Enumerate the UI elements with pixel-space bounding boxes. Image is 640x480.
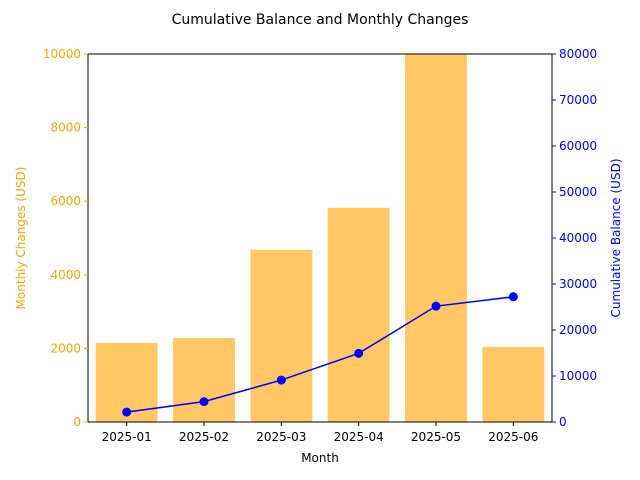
- y-right-tick-label-50000: 50000: [559, 185, 597, 199]
- axes-group: 2025-01 2025-02 2025-03 2025-04 2025-05 2025-…: [43, 47, 597, 444]
- bar-2025-05: [405, 54, 467, 422]
- line-point-2025-03: [276, 375, 286, 385]
- x-tick-label-2025-01: 2025-01: [102, 430, 152, 444]
- line-group: [122, 292, 518, 417]
- bar-2025-04: [327, 207, 390, 422]
- y-left-tick-label-2000: 2000: [50, 341, 81, 355]
- x-tick-label-2025-05: 2025-05: [411, 430, 461, 444]
- x-tick-label-2025-03: 2025-03: [256, 430, 306, 444]
- line-point-2025-01: [122, 407, 132, 417]
- y-left-tick-label-8000: 8000: [50, 121, 81, 135]
- cumulative-line: [126, 296, 514, 413]
- y-right-tick-label-30000: 30000: [559, 277, 597, 291]
- y-right-tick-label-70000: 70000: [559, 93, 597, 107]
- x-tick-label-2025-02: 2025-02: [179, 430, 229, 444]
- bar-2025-03: [250, 249, 313, 422]
- y-left-tick-label-0: 0: [73, 415, 81, 429]
- y-axis-left-label: Monthly Changes (USD): [14, 167, 28, 310]
- y-right-tick-label-10000: 10000: [559, 369, 597, 383]
- x-axis-label: Month: [301, 451, 339, 465]
- y-right-tick-label-0: 0: [559, 415, 567, 429]
- line-point-2025-05: [431, 301, 441, 311]
- y-left-tick-label-10000: 10000: [43, 47, 81, 61]
- line-point-2025-02: [199, 397, 209, 407]
- x-tick-label-2025-04: 2025-04: [334, 430, 384, 444]
- y-right-tick-label-60000: 60000: [559, 139, 597, 153]
- y-right-tick-label-80000: 80000: [559, 47, 597, 61]
- y-left-tick-label-6000: 6000: [50, 194, 81, 208]
- x-tick-label-2025-06: 2025-06: [488, 430, 538, 444]
- bar-2025-06: [482, 346, 545, 422]
- line-point-2025-04: [354, 348, 364, 358]
- y-axis-right-label: Cumulative Balance (USD): [609, 159, 623, 318]
- bars-group: [95, 54, 545, 422]
- line-point-2025-06: [508, 292, 518, 302]
- y-right-tick-label-20000: 20000: [559, 323, 597, 337]
- y-right-tick-label-40000: 40000: [559, 231, 597, 245]
- bar-2025-02: [173, 338, 235, 422]
- y-left-tick-label-4000: 4000: [50, 268, 81, 282]
- chart-title: Cumulative Balance and Monthly Changes: [172, 12, 469, 28]
